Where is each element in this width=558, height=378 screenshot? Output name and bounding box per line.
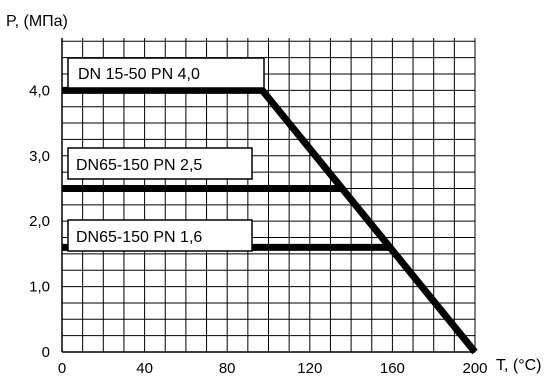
series-line-1 <box>62 86 478 355</box>
axis-label-layer: P, (МПа) T, (°C) <box>6 13 542 374</box>
label-layer: DN 15-50 PN 4,0 DN65-150 PN 2,5 DN65-150 P… <box>67 57 265 252</box>
series-label-box-3 <box>67 219 253 252</box>
x-tick-label-4: 120 <box>297 360 322 377</box>
y-tick-label-3: 2,0 <box>29 213 50 230</box>
tick-layer: 0 40 80 120 160 200 0 1,0 2,0 3,0 4,0 <box>29 82 487 377</box>
x-tick-label-2: 40 <box>136 360 153 377</box>
series-label-2: DN65-150 PN 2,5 <box>76 157 202 174</box>
y-tick-label-5: 4,0 <box>29 82 50 99</box>
x-tick-label-1: 0 <box>58 360 66 377</box>
y-tick-label-4: 3,0 <box>29 148 50 165</box>
series-label-box-1 <box>67 57 265 89</box>
y-tick-label-1: 0 <box>42 344 50 361</box>
x-tick-label-3: 80 <box>219 360 236 377</box>
x-tick-label-6: 200 <box>462 360 487 377</box>
series-label-box-2 <box>67 147 253 180</box>
x-tick-label-5: 160 <box>380 360 405 377</box>
series-label-3: DN65-150 PN 1,6 <box>76 229 202 246</box>
series-label-1: DN 15-50 PN 4,0 <box>78 66 200 83</box>
y-tick-label-2: 1,0 <box>29 279 50 296</box>
y-axis-label: P, (МПа) <box>6 13 68 30</box>
x-axis-label: T, (°C) <box>496 357 542 374</box>
